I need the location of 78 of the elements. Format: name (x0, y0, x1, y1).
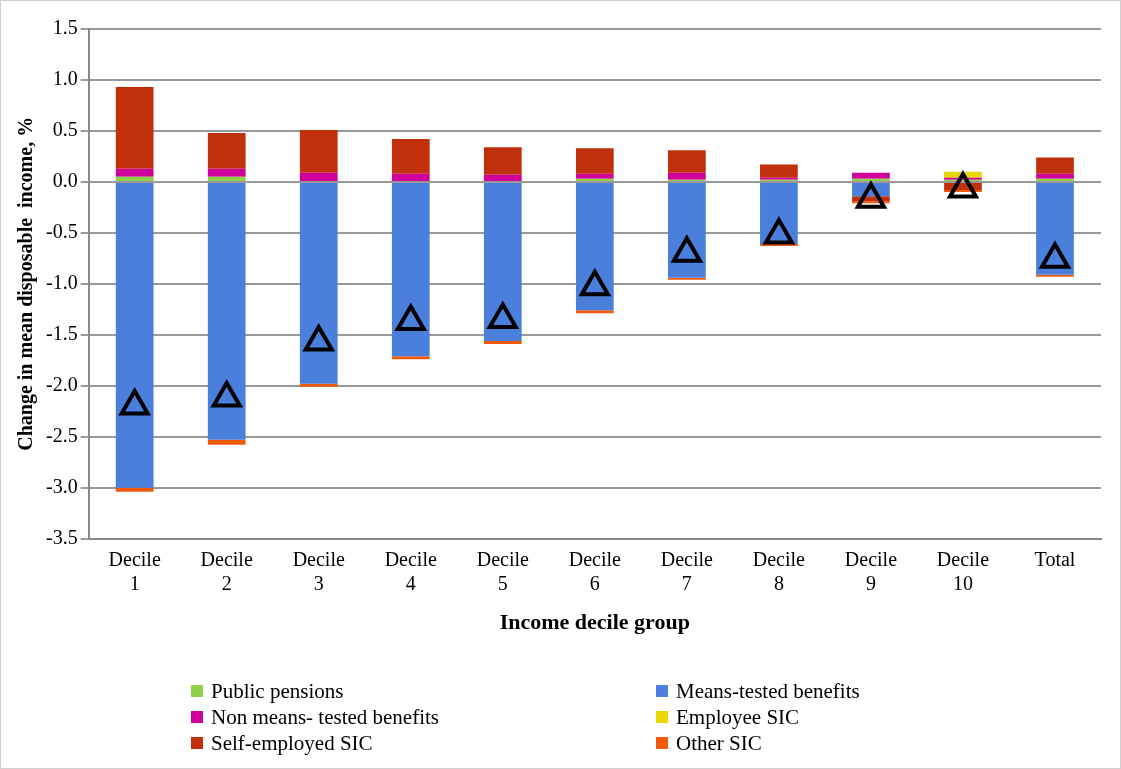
y-tick-label: -0.5 (45, 220, 78, 243)
bar (299, 129, 338, 173)
bar (668, 150, 706, 173)
y-tick-label: -2.0 (45, 372, 78, 395)
y-axis-title: Change in mean disposable income, % (14, 116, 38, 451)
legend-label: Non means- tested benefits (211, 705, 440, 729)
bar (299, 383, 338, 387)
bar (575, 178, 614, 181)
bar (483, 147, 522, 175)
bar (483, 174, 522, 181)
y-tick-label: -3.5 (45, 525, 78, 548)
point (303, 324, 334, 352)
bar (668, 182, 706, 278)
bar (575, 182, 614, 311)
x-tick-label: Decile 10 (936, 547, 990, 594)
x-tick-label: Decile 1 (108, 547, 161, 594)
x-tick-label: Decile 4 (384, 547, 437, 594)
bar (575, 173, 614, 179)
bar (852, 172, 890, 179)
bar (207, 168, 246, 177)
bar (1036, 173, 1074, 179)
bar (115, 487, 154, 492)
bar (115, 182, 154, 488)
point (487, 302, 518, 329)
bar (852, 178, 890, 181)
bar (483, 182, 522, 341)
bar (1036, 274, 1074, 277)
x-tick-label: Decile 6 (568, 547, 622, 594)
y-tick-label: 0.0 (52, 169, 78, 192)
bar (207, 439, 246, 445)
x-tick-label: Total (1034, 547, 1076, 570)
bar (207, 182, 246, 440)
legend-label: Employee SIC (676, 705, 800, 729)
x-tick-label: Decile 9 (844, 547, 898, 594)
bar (575, 148, 614, 174)
point (211, 380, 242, 408)
bar (391, 173, 430, 181)
y-tick-label: -1.5 (45, 322, 78, 345)
x-tick-label: Decile 8 (752, 547, 806, 594)
legend-label: Other SIC (676, 731, 762, 755)
x-tick-label: Decile 7 (660, 547, 714, 594)
bar (391, 182, 430, 357)
x-tick-label: Decile 2 (200, 547, 253, 594)
y-tick-label: -1.0 (45, 271, 78, 294)
x-tick-label: Decile 5 (476, 547, 530, 594)
point (763, 217, 794, 245)
bar (760, 244, 798, 247)
point (947, 172, 978, 199)
legend-label: Public pensions (211, 679, 344, 703)
bar (299, 182, 338, 384)
bar (760, 164, 798, 178)
bar (575, 310, 614, 314)
bar (483, 340, 522, 344)
bar (1036, 178, 1074, 181)
bar (207, 132, 246, 169)
x-tick-label: Decile 3 (292, 547, 345, 594)
legend-label: Self-employed SIC (211, 731, 373, 755)
bar (1036, 157, 1074, 174)
y-tick-label: -3.0 (45, 474, 78, 497)
bar (115, 87, 154, 169)
bar (207, 176, 246, 181)
legend-label: Means-tested benefits (676, 679, 860, 703)
bar (668, 172, 706, 180)
bar (115, 168, 154, 177)
point (119, 389, 150, 416)
bar (391, 356, 430, 360)
y-tick-label: 1.5 (52, 16, 78, 39)
point (855, 182, 886, 209)
bar (115, 176, 154, 181)
bar (668, 277, 706, 280)
point (671, 236, 702, 263)
point (1039, 242, 1070, 269)
x-axis-title: Income decile group (499, 609, 690, 635)
bar (391, 139, 430, 174)
bar (299, 172, 338, 181)
y-tick-label: -2.5 (45, 423, 78, 446)
y-tick-label: 1.0 (52, 67, 78, 90)
y-tick-label: 0.5 (52, 118, 78, 141)
